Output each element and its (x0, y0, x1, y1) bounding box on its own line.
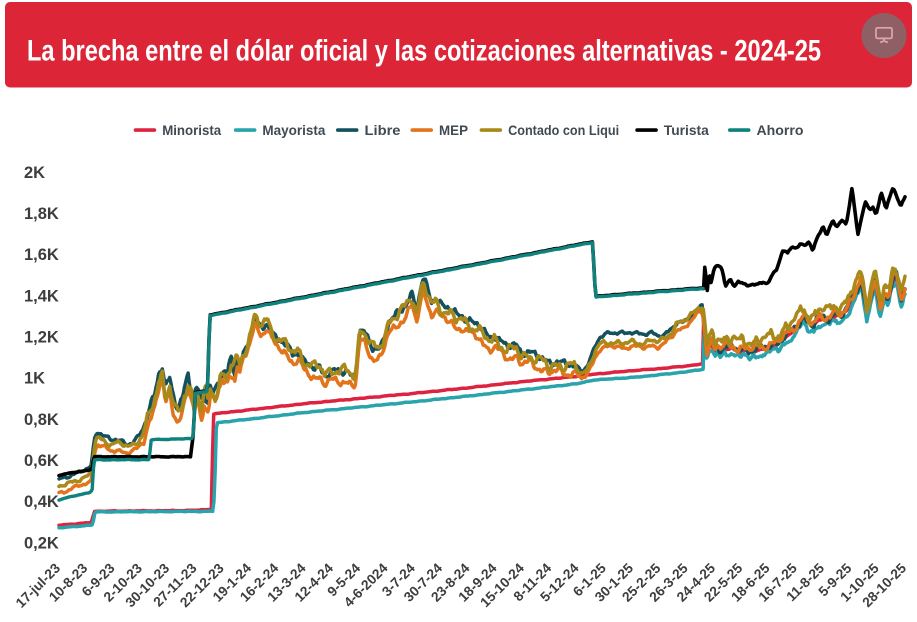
svg-text:Minorista: Minorista (162, 122, 221, 138)
svg-text:La brecha entre el dólar ofici: La brecha entre el dólar oficial y las c… (27, 35, 821, 68)
svg-text:0,2K: 0,2K (24, 534, 59, 552)
svg-text:Mayorista: Mayorista (262, 122, 325, 138)
svg-text:1,2K: 1,2K (24, 329, 59, 347)
svg-text:Turista: Turista (664, 122, 709, 138)
svg-text:1,4K: 1,4K (24, 287, 59, 305)
svg-text:2K: 2K (24, 164, 45, 182)
svg-text:0,6K: 0,6K (24, 452, 59, 470)
svg-text:0,4K: 0,4K (24, 493, 59, 511)
svg-text:MEP: MEP (439, 122, 468, 138)
svg-text:0,8K: 0,8K (24, 411, 59, 429)
svg-text:Ahorro: Ahorro (757, 122, 804, 138)
svg-text:1,6K: 1,6K (24, 246, 59, 264)
svg-text:1K: 1K (24, 370, 45, 388)
svg-text:Contado con Liqui: Contado con Liqui (508, 122, 619, 138)
svg-text:Libre: Libre (365, 122, 401, 138)
svg-text:1,8K: 1,8K (24, 205, 59, 223)
